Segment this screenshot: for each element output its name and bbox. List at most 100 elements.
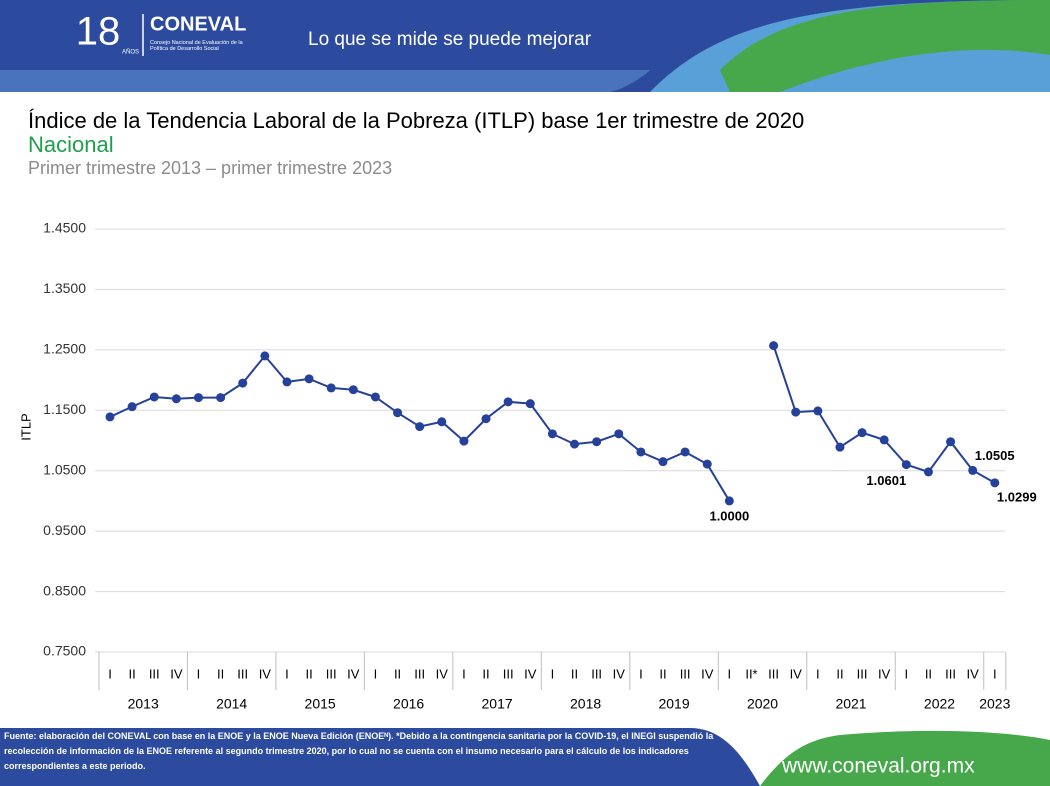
data-point	[636, 447, 646, 457]
data-point	[547, 429, 557, 439]
data-point	[127, 402, 137, 412]
x-tick-label: IV	[613, 666, 626, 681]
data-point	[326, 383, 336, 393]
data-point	[238, 378, 248, 388]
x-group-label: 2014	[216, 696, 247, 712]
x-tick-label: I	[816, 666, 820, 681]
x-tick-label: IV	[967, 666, 980, 681]
brand-sub-box: Consejo Nacional de Evaluación de la Pol…	[150, 40, 243, 52]
data-point	[415, 422, 425, 432]
data-point	[923, 467, 933, 477]
header-stripe	[0, 70, 650, 92]
x-tick-label: IV	[436, 666, 449, 681]
x-tick-label: I	[993, 666, 997, 681]
plot: 0.7500 0.8500 0.9500 1.0500 1.1500 1.2500 1.35…	[43, 220, 1037, 712]
data-point	[857, 428, 867, 438]
brand-sub: Consejo Nacional de Evaluación de la Pol…	[150, 40, 243, 52]
y-tick-label: 1.3500	[43, 280, 86, 296]
data-point	[968, 465, 978, 475]
footer-band	[0, 728, 760, 786]
x-tick-label: I	[639, 666, 643, 681]
header-swoosh-green	[720, 0, 1050, 92]
x-tick-label: IV	[790, 666, 803, 681]
x-tick-label: I	[108, 666, 112, 681]
data-point	[105, 412, 115, 422]
x-tick-label: I	[374, 666, 378, 681]
x-tick-label: IV	[259, 666, 272, 681]
data-point	[570, 439, 580, 449]
y-tick-label: 1.4500	[43, 220, 86, 236]
data-point	[282, 377, 292, 387]
data-point	[459, 436, 469, 446]
x-tick-label: I	[551, 666, 555, 681]
data-point	[503, 397, 513, 407]
y-tick-label: 1.0500	[43, 461, 86, 477]
data-point	[171, 394, 181, 404]
x-tick-label: I	[905, 666, 909, 681]
x-tick-label: II	[836, 666, 843, 681]
x-tick-label: II	[925, 666, 932, 681]
x-tick-label: III	[149, 666, 160, 681]
y-tick-label: 0.9500	[43, 522, 86, 538]
x-tick-label: IV	[347, 666, 360, 681]
x-tick-label: IV	[524, 666, 537, 681]
x-tick-label: I	[462, 666, 466, 681]
x-group-label: 2013	[128, 696, 159, 712]
x-tick-label: II	[482, 666, 489, 681]
x-tick-label: IV	[701, 666, 714, 681]
data-point	[990, 478, 1000, 488]
y-tick-label: 0.8500	[43, 582, 86, 598]
data-point	[304, 374, 314, 384]
x-tick-label: III	[237, 666, 248, 681]
data-label: 1.0299	[997, 489, 1037, 504]
y-tick-label: 0.7500	[43, 643, 86, 659]
brand: CONEVAL	[150, 13, 246, 35]
x-group-label: 2019	[658, 696, 689, 712]
x-tick-label: IV	[878, 666, 891, 681]
x-tick-label: IV	[170, 666, 183, 681]
x-tick-label: I	[197, 666, 201, 681]
x-tick-label: III	[503, 666, 514, 681]
x-group-label: 2020	[747, 696, 778, 712]
data-point	[348, 385, 358, 395]
data-point	[813, 406, 823, 416]
chart-subtitle: Nacional	[28, 132, 114, 157]
x-tick-label: II	[571, 666, 578, 681]
x-tick-label: II	[659, 666, 666, 681]
x-tick-label: III	[591, 666, 602, 681]
x-tick-label: II	[394, 666, 401, 681]
x-tick-label: II	[217, 666, 224, 681]
chart-title: Índice de la Tendencia Laboral de la Pob…	[28, 108, 804, 133]
data-point	[724, 496, 734, 506]
x-group-label: 2021	[835, 696, 866, 712]
x-group-label: 2017	[482, 696, 513, 712]
data-point	[481, 414, 491, 424]
x-group-label: 2016	[393, 696, 424, 712]
data-point	[901, 460, 911, 470]
slogan: Lo que se mide se puede mejorar	[308, 29, 592, 50]
data-point	[835, 442, 845, 452]
x-group-label: 2022	[924, 696, 955, 712]
x-tick-label: III	[768, 666, 779, 681]
data-point	[370, 392, 380, 402]
x-tick-label: II	[305, 666, 312, 681]
data-point	[658, 457, 668, 467]
data-point	[193, 393, 203, 403]
data-point	[592, 437, 602, 447]
x-tick-label: I	[728, 666, 732, 681]
data-label: 1.0601	[866, 473, 906, 488]
chart-period: Primer trimestre 2013 – primer trimestre…	[28, 158, 392, 178]
data-point	[525, 399, 535, 409]
y-tick-label: 1.1500	[43, 401, 86, 417]
x-tick-label: I	[285, 666, 289, 681]
data-label: 1.0000	[709, 508, 749, 523]
x-tick-label: III	[680, 666, 691, 681]
data-point	[614, 429, 624, 439]
data-point	[149, 392, 159, 402]
data-point	[393, 408, 403, 418]
data-point	[791, 407, 801, 417]
footer-note: Fuente: elaboración del CONEVAL con base…	[4, 731, 714, 771]
footer-green	[760, 730, 1050, 786]
y-tick-label: 1.2500	[43, 341, 86, 357]
x-tick-label: III	[945, 666, 956, 681]
